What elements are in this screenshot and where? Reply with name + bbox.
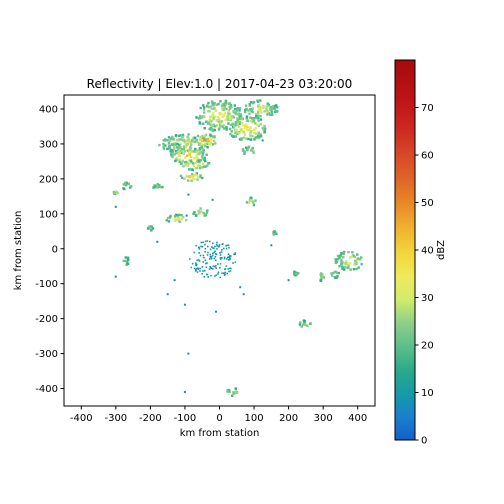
speckle-point <box>242 293 245 296</box>
y-tick-label: 300 <box>39 139 58 150</box>
speckle-point <box>270 244 273 247</box>
colorbar-tick-label: 10 <box>421 388 434 399</box>
echo-region <box>193 133 217 146</box>
echo-region <box>192 207 209 217</box>
colorbar-tick-label: 50 <box>421 198 434 209</box>
speckle-point <box>211 198 214 201</box>
colorbar-tick-label: 20 <box>421 341 434 352</box>
echo-region <box>179 172 204 182</box>
y-tick-label: 200 <box>39 174 58 185</box>
speckle-point <box>183 391 186 393</box>
y-tick-label: 400 <box>39 104 58 115</box>
colorbar-tick-label: 30 <box>421 293 434 304</box>
speckle-point <box>173 279 176 282</box>
chart-title: Reflectivity | Elev:1.0 | 2017-04-23 03:… <box>87 77 353 91</box>
colorbar-tick-label: 0 <box>421 436 427 447</box>
y-tick-label: -300 <box>35 349 58 360</box>
plot-area <box>64 95 375 406</box>
echo-region <box>334 250 363 271</box>
echo-region <box>146 225 155 232</box>
x-tick-label: 300 <box>314 413 333 424</box>
y-axis-label: km from station <box>13 211 24 291</box>
y-tick-label: -200 <box>35 314 58 325</box>
speckle-point <box>239 286 242 289</box>
echo-region <box>189 240 237 279</box>
echo-region <box>195 99 244 132</box>
x-tick-label: 100 <box>245 413 264 424</box>
y-tick-label: 0 <box>52 244 58 255</box>
x-tick-label: 0 <box>216 413 222 424</box>
x-tick-label: -200 <box>139 413 162 424</box>
colorbar-tick-label: 70 <box>421 103 434 114</box>
x-tick-label: -100 <box>174 413 197 424</box>
echo-region <box>243 99 279 119</box>
speckle-point <box>185 214 188 217</box>
speckle-point <box>166 293 169 296</box>
echo-region <box>122 181 133 191</box>
echo-layer <box>112 99 363 397</box>
x-tick-label: 200 <box>279 413 298 424</box>
colorbar-tick-label: 60 <box>421 151 434 162</box>
speckle-point <box>261 139 264 142</box>
y-tick-label: -100 <box>35 279 58 290</box>
echo-region <box>319 272 326 282</box>
x-axis-label: km from station <box>180 428 260 439</box>
x-axis-ticks: -400 -300 -200 -100 0 100 200 300 400 <box>70 406 367 424</box>
y-tick-label: 100 <box>39 209 58 220</box>
x-tick-label: 400 <box>348 413 367 424</box>
echo-region <box>152 182 164 189</box>
echo-region <box>167 142 181 152</box>
echo-region <box>165 213 188 224</box>
colorbar-ticks: 0 10 20 30 40 50 60 70 <box>415 103 434 447</box>
colorbar <box>394 59 416 441</box>
echo-region <box>179 159 211 172</box>
speckle-point <box>114 275 117 278</box>
echo-region <box>298 319 312 328</box>
speckle-point <box>287 279 290 282</box>
y-axis-ticks: -400 -300 -200 -100 0 100 200 300 400 <box>35 104 64 395</box>
echo-region <box>272 230 278 236</box>
echo-region <box>122 256 130 266</box>
speckle-point <box>215 310 217 313</box>
y-tick-label: -400 <box>35 384 58 395</box>
echo-region <box>226 387 239 397</box>
speckle-point <box>187 193 190 196</box>
colorbar-label: dBZ <box>436 240 447 260</box>
x-tick-label: -300 <box>104 413 127 424</box>
echo-region <box>330 270 340 279</box>
x-tick-label: -400 <box>70 413 93 424</box>
speckle-layer <box>114 139 290 393</box>
echo-region <box>245 196 257 207</box>
echo-region <box>293 270 300 277</box>
echo-region <box>225 115 267 141</box>
speckle-point <box>114 205 117 208</box>
speckle-point <box>183 303 186 306</box>
echo-region <box>169 147 208 165</box>
speckle-point <box>156 240 159 243</box>
echo-region <box>112 190 119 196</box>
echo-region <box>241 145 255 155</box>
colorbar-tick-label: 40 <box>421 246 434 257</box>
speckle-point <box>187 352 190 355</box>
